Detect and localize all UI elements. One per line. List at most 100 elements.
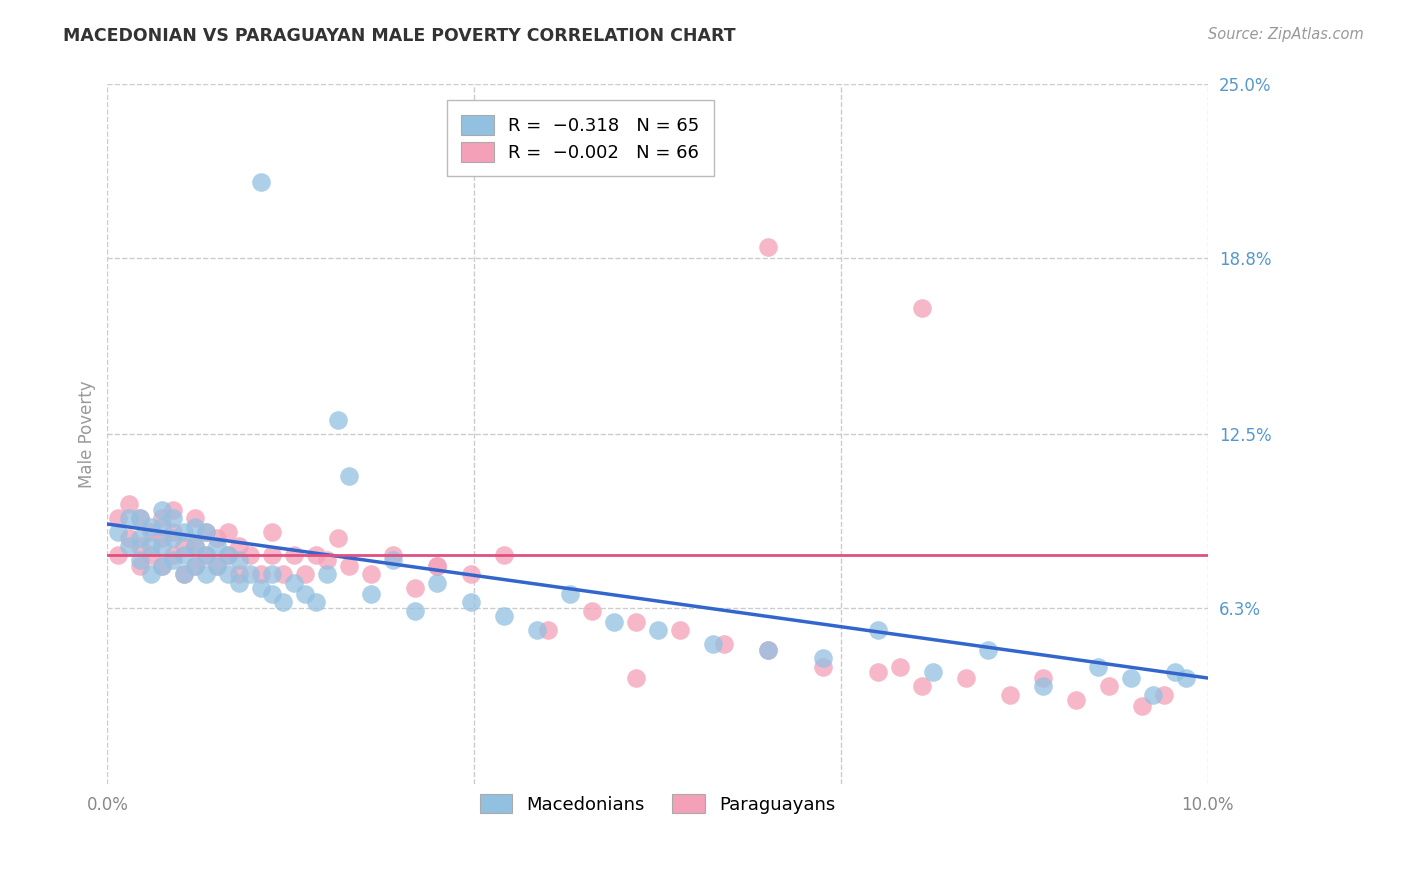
Point bbox=[195, 525, 218, 540]
Point bbox=[107, 511, 129, 525]
Point bbox=[262, 525, 284, 540]
Point bbox=[129, 553, 152, 567]
Point bbox=[1174, 671, 1197, 685]
Point bbox=[228, 575, 250, 590]
Point bbox=[217, 548, 239, 562]
Point bbox=[118, 540, 141, 554]
Point bbox=[207, 531, 229, 545]
Point bbox=[118, 531, 141, 545]
Point bbox=[360, 587, 382, 601]
Point bbox=[152, 531, 174, 545]
Point bbox=[1142, 688, 1164, 702]
Point bbox=[118, 498, 141, 512]
Point bbox=[955, 671, 977, 685]
Point bbox=[702, 637, 724, 651]
Point bbox=[460, 595, 482, 609]
Point bbox=[107, 548, 129, 562]
Point bbox=[866, 665, 889, 680]
Point bbox=[207, 540, 229, 554]
Point bbox=[141, 548, 163, 562]
Point bbox=[262, 548, 284, 562]
Point bbox=[129, 511, 152, 525]
Point bbox=[713, 637, 735, 651]
Point bbox=[382, 548, 405, 562]
Point bbox=[273, 567, 295, 582]
Point bbox=[460, 567, 482, 582]
Point bbox=[1032, 671, 1054, 685]
Text: MACEDONIAN VS PARAGUAYAN MALE POVERTY CORRELATION CHART: MACEDONIAN VS PARAGUAYAN MALE POVERTY CO… bbox=[63, 27, 735, 45]
Point bbox=[195, 548, 218, 562]
Point bbox=[1064, 693, 1087, 707]
Point bbox=[1164, 665, 1187, 680]
Point bbox=[228, 540, 250, 554]
Point bbox=[228, 553, 250, 567]
Point bbox=[152, 540, 174, 554]
Point bbox=[195, 548, 218, 562]
Point bbox=[426, 575, 449, 590]
Point bbox=[152, 559, 174, 574]
Point bbox=[152, 503, 174, 517]
Point bbox=[262, 587, 284, 601]
Point bbox=[1130, 699, 1153, 714]
Point bbox=[756, 643, 779, 657]
Point bbox=[141, 540, 163, 554]
Point bbox=[207, 559, 229, 574]
Point bbox=[162, 553, 184, 567]
Point bbox=[195, 525, 218, 540]
Point bbox=[184, 540, 207, 554]
Point bbox=[536, 624, 558, 638]
Point bbox=[162, 531, 184, 545]
Point bbox=[141, 525, 163, 540]
Point bbox=[162, 525, 184, 540]
Point bbox=[129, 540, 152, 554]
Point bbox=[998, 688, 1021, 702]
Point bbox=[1153, 688, 1175, 702]
Point bbox=[283, 575, 305, 590]
Point bbox=[262, 567, 284, 582]
Point bbox=[976, 643, 998, 657]
Point bbox=[405, 604, 427, 618]
Point bbox=[889, 660, 911, 674]
Point bbox=[250, 567, 273, 582]
Point bbox=[328, 531, 350, 545]
Point bbox=[811, 660, 834, 674]
Point bbox=[1098, 680, 1121, 694]
Point bbox=[316, 567, 339, 582]
Point bbox=[228, 567, 250, 582]
Point bbox=[162, 548, 184, 562]
Point bbox=[273, 595, 295, 609]
Point bbox=[184, 520, 207, 534]
Legend: Macedonians, Paraguayans: Macedonians, Paraguayans bbox=[470, 783, 846, 824]
Point bbox=[173, 548, 195, 562]
Point bbox=[328, 413, 350, 427]
Point bbox=[602, 615, 624, 629]
Point bbox=[217, 525, 239, 540]
Point bbox=[239, 567, 262, 582]
Point bbox=[162, 503, 184, 517]
Point bbox=[624, 671, 647, 685]
Point bbox=[239, 548, 262, 562]
Y-axis label: Male Poverty: Male Poverty bbox=[79, 381, 96, 488]
Point bbox=[921, 665, 943, 680]
Point bbox=[217, 548, 239, 562]
Point bbox=[526, 624, 548, 638]
Point bbox=[294, 587, 316, 601]
Point bbox=[107, 525, 129, 540]
Point bbox=[339, 559, 361, 574]
Point bbox=[316, 553, 339, 567]
Text: Source: ZipAtlas.com: Source: ZipAtlas.com bbox=[1208, 27, 1364, 42]
Point bbox=[173, 525, 195, 540]
Point bbox=[305, 548, 328, 562]
Point bbox=[173, 540, 195, 554]
Point bbox=[184, 511, 207, 525]
Point bbox=[294, 567, 316, 582]
Point bbox=[152, 520, 174, 534]
Point bbox=[217, 567, 239, 582]
Point bbox=[1032, 680, 1054, 694]
Point bbox=[305, 595, 328, 609]
Point bbox=[173, 567, 195, 582]
Point bbox=[360, 567, 382, 582]
Point bbox=[152, 511, 174, 525]
Point bbox=[756, 643, 779, 657]
Point bbox=[129, 531, 152, 545]
